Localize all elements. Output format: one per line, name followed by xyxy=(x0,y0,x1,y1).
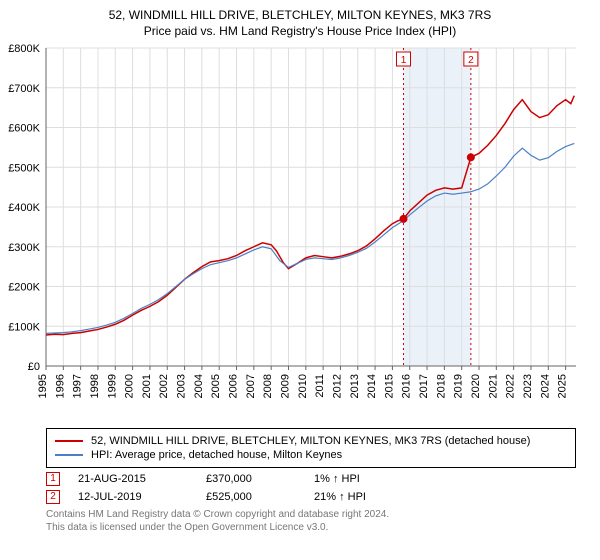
svg-text:2008: 2008 xyxy=(262,374,274,398)
svg-text:£800K: £800K xyxy=(8,43,40,55)
svg-text:2013: 2013 xyxy=(349,374,361,398)
svg-text:£400K: £400K xyxy=(8,202,40,214)
sale-date: 12-JUL-2019 xyxy=(78,491,188,503)
footer-line: This data is licensed under the Open Gov… xyxy=(46,521,576,534)
svg-text:2006: 2006 xyxy=(228,374,240,398)
svg-text:2019: 2019 xyxy=(453,374,465,398)
svg-text:2005: 2005 xyxy=(210,374,222,398)
sale-marker: 2 xyxy=(46,490,60,504)
sale-row: 1 21-AUG-2015 £370,000 1% ↑ HPI xyxy=(46,472,576,486)
title-subtitle: Price paid vs. HM Land Registry's House … xyxy=(10,24,590,38)
svg-text:£200K: £200K xyxy=(8,282,40,294)
svg-text:2002: 2002 xyxy=(158,374,170,398)
svg-text:1999: 1999 xyxy=(106,374,118,398)
svg-text:1996: 1996 xyxy=(54,374,66,398)
sale-marker: 1 xyxy=(46,472,60,486)
svg-text:£100K: £100K xyxy=(8,321,40,333)
svg-text:2000: 2000 xyxy=(124,374,136,398)
svg-text:2023: 2023 xyxy=(522,374,534,398)
svg-text:1995: 1995 xyxy=(37,374,49,398)
svg-text:2017: 2017 xyxy=(418,374,430,398)
sale-date: 21-AUG-2015 xyxy=(78,473,188,485)
svg-text:1997: 1997 xyxy=(72,374,84,398)
svg-text:£600K: £600K xyxy=(8,123,40,135)
sale-price: £525,000 xyxy=(206,491,296,503)
legend: 52, WINDMILL HILL DRIVE, BLETCHLEY, MILT… xyxy=(46,428,576,468)
svg-text:£0: £0 xyxy=(28,361,40,373)
svg-text:2014: 2014 xyxy=(366,374,378,398)
sale-pct: 21% ↑ HPI xyxy=(314,491,424,503)
title-block: 52, WINDMILL HILL DRIVE, BLETCHLEY, MILT… xyxy=(0,0,600,42)
chart-plot: £0 £100K £200K £300K £400K £500K £600K £700K £80… xyxy=(0,42,600,422)
svg-text:2020: 2020 xyxy=(470,374,482,398)
svg-text:2011: 2011 xyxy=(314,374,326,398)
sale-row: 2 12-JUL-2019 £525,000 21% ↑ HPI xyxy=(46,490,576,504)
legend-item: 52, WINDMILL HILL DRIVE, BLETCHLEY, MILT… xyxy=(55,435,567,447)
svg-text:2: 2 xyxy=(468,55,474,66)
footer-line: Contains HM Land Registry data © Crown c… xyxy=(46,508,576,521)
svg-text:2018: 2018 xyxy=(435,374,447,398)
svg-text:2016: 2016 xyxy=(401,374,413,398)
svg-text:2007: 2007 xyxy=(245,374,257,398)
svg-text:£700K: £700K xyxy=(8,83,40,95)
sale-price: £370,000 xyxy=(206,473,296,485)
svg-text:2009: 2009 xyxy=(279,374,291,398)
svg-text:1998: 1998 xyxy=(89,374,101,398)
chart-container: 52, WINDMILL HILL DRIVE, BLETCHLEY, MILT… xyxy=(0,0,600,534)
svg-text:2004: 2004 xyxy=(193,374,205,398)
legend-item: HPI: Average price, detached house, Milt… xyxy=(55,449,567,461)
svg-text:£500K: £500K xyxy=(8,162,40,174)
svg-text:2010: 2010 xyxy=(297,374,309,398)
footer-attribution: Contains HM Land Registry data © Crown c… xyxy=(46,508,576,534)
title-address: 52, WINDMILL HILL DRIVE, BLETCHLEY, MILT… xyxy=(10,8,590,22)
sale-pct: 1% ↑ HPI xyxy=(314,473,424,485)
chart-svg: £0 £100K £200K £300K £400K £500K £600K £700K £80… xyxy=(0,42,600,422)
svg-text:2021: 2021 xyxy=(487,374,499,398)
svg-text:2001: 2001 xyxy=(141,374,153,398)
svg-text:2012: 2012 xyxy=(331,374,343,398)
svg-text:2022: 2022 xyxy=(505,374,517,398)
svg-text:2025: 2025 xyxy=(557,374,569,398)
svg-text:2015: 2015 xyxy=(383,374,395,398)
svg-text:2003: 2003 xyxy=(176,374,188,398)
legend-swatch xyxy=(55,440,83,442)
svg-text:£300K: £300K xyxy=(8,242,40,254)
legend-label: HPI: Average price, detached house, Milt… xyxy=(91,449,342,461)
svg-text:2024: 2024 xyxy=(539,374,551,398)
svg-text:1: 1 xyxy=(401,55,407,66)
sale-events: 1 21-AUG-2015 £370,000 1% ↑ HPI 2 12-JUL… xyxy=(46,472,576,504)
legend-label: 52, WINDMILL HILL DRIVE, BLETCHLEY, MILT… xyxy=(91,435,530,447)
legend-swatch xyxy=(55,454,83,456)
